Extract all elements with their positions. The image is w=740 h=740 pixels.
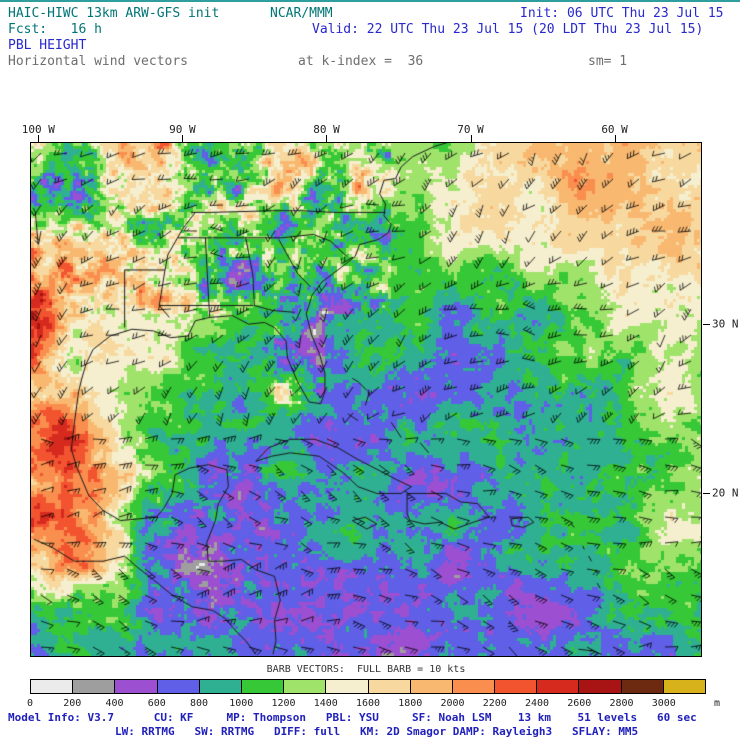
colorbar-cell	[494, 679, 538, 694]
x-axis-tickmark	[182, 135, 184, 142]
colorbar-unit-label: m	[714, 698, 721, 709]
colorbar-tick-label: 600	[147, 698, 166, 709]
colorbar-cell	[283, 679, 327, 694]
x-axis-tickmark	[38, 135, 40, 142]
barb-vectors-note: BARB VECTORS: FULL BARB = 10 kts	[266, 664, 466, 675]
init-time: Init: 06 UTC Thu 23 Jul 15	[520, 6, 724, 21]
x-axis-tickmark	[470, 135, 472, 142]
colorbar-cell	[198, 679, 242, 694]
colorbar-tick-label: 1200	[271, 698, 296, 709]
colorbar-cell	[578, 679, 622, 694]
colorbar-cell	[409, 679, 453, 694]
colorbar-cell	[536, 679, 580, 694]
colorbar-tick-label: 1400	[313, 698, 338, 709]
org-name: NCAR/MMM	[270, 6, 333, 21]
smoothing-label: sm= 1	[588, 54, 628, 69]
y-axis-label: 20 N	[712, 486, 739, 500]
x-axis-label: 60 W	[601, 123, 628, 136]
colorbar-tick-label: 0	[26, 698, 34, 709]
pbl-height-map-canvas	[31, 143, 701, 656]
colorbar-tick-label: 400	[105, 698, 124, 709]
colorbar-tick-label: 1000	[229, 698, 254, 709]
valid-time: Valid: 22 UTC Thu 23 Jul 15 (20 LDT Thu …	[312, 22, 704, 37]
forecast-hour: Fcst: 16 h	[8, 22, 102, 37]
y-axis-tickmark	[703, 323, 710, 325]
y-axis-tickmark	[703, 492, 710, 494]
k-index-label: at k-index = 36	[298, 54, 424, 69]
colorbar-cell	[451, 679, 496, 694]
model-config-line-1: Model Info: V3.7 CU: KF MP: Thompson PBL…	[8, 711, 697, 724]
colorbar-tick-label: 2400	[524, 698, 550, 709]
colorbar-cell	[240, 679, 285, 694]
colorbar-cell	[72, 679, 116, 694]
colorbar-cell	[114, 679, 158, 694]
model-title: HAIC-HIWC 13km ARW-GFS init	[8, 6, 220, 21]
colorbar-tick-label: 2000	[440, 698, 465, 709]
colorbar-tick-label: 800	[189, 698, 209, 709]
colorbar-tick-label: 200	[63, 698, 82, 709]
y-axis-label: 30 N	[712, 317, 739, 331]
x-axis-label: 90 W	[169, 123, 196, 136]
x-axis-label: 80 W	[313, 123, 340, 136]
x-axis-label: 70 W	[457, 123, 484, 136]
colorbar-tick-label: 1600	[355, 698, 381, 709]
x-axis-tickmark	[326, 135, 328, 142]
colorbar-tick-label: 2600	[567, 698, 592, 709]
x-axis-tickmark	[614, 135, 616, 142]
colorbar-cell	[367, 679, 411, 694]
x-axis-label: 100 W	[21, 123, 55, 136]
colorbar-cell	[325, 679, 369, 694]
pbl-height-colorbar	[30, 679, 706, 694]
colorbar-tick-label: 2200	[482, 698, 507, 709]
colorbar-tick-label: 3000	[651, 698, 676, 709]
colorbar-cell	[156, 679, 200, 694]
map-frame	[30, 142, 702, 657]
model-config-line-2: LW: RRTMG SW: RRTMG DIFF: full KM: 2D Sm…	[115, 725, 639, 738]
colorbar-cell	[662, 679, 706, 694]
field-subtitle: Horizontal wind vectors	[8, 54, 189, 69]
colorbar-cell	[620, 679, 664, 694]
colorbar-tick-label: 1800	[398, 698, 423, 709]
colorbar-tick-label: 2800	[609, 698, 634, 709]
field-title: PBL HEIGHT	[8, 38, 87, 53]
colorbar-cell	[30, 679, 74, 694]
